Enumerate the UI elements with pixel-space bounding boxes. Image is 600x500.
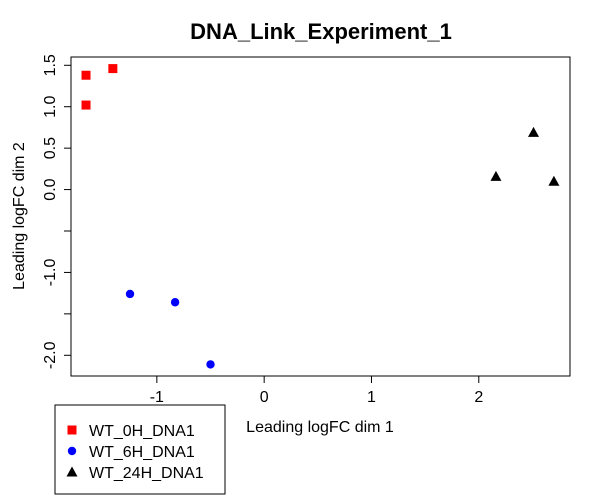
y-tick-label: -2.0 xyxy=(42,341,59,369)
legend-label: WT_0H_DNA1 xyxy=(89,423,195,440)
x-tick-label: 0 xyxy=(260,389,269,406)
legend: WT_0H_DNA1 WT_6H_DNA1 WT_24H_DNA1 xyxy=(54,404,226,495)
y-tick-label: 1.0 xyxy=(42,95,59,117)
chart-title: DNA_Link_Experiment_1 xyxy=(190,19,452,44)
y-axis-label: Leading logFC dim 2 xyxy=(11,142,28,290)
data-point-square xyxy=(81,100,91,110)
y-tick-label: 0.0 xyxy=(42,178,59,200)
data-point-triangle xyxy=(528,126,540,137)
y-tick-label: -1.0 xyxy=(42,259,59,287)
x-axis-label: Leading logFC dim 1 xyxy=(246,419,394,436)
legend-marker-square xyxy=(67,425,77,435)
data-point-square xyxy=(108,64,118,74)
plot-frame xyxy=(70,56,571,377)
data-point-circle xyxy=(125,289,135,299)
x-axis: -1 0 1 2 xyxy=(150,376,483,406)
data-point-triangle xyxy=(490,170,502,181)
x-tick-label: -1 xyxy=(150,389,164,406)
x-tick-label: 2 xyxy=(474,389,483,406)
data-point-square xyxy=(81,70,91,80)
data-point-circle xyxy=(170,298,180,307)
legend-label: WT_24H_DNA1 xyxy=(89,465,204,482)
legend-marker-circle xyxy=(67,446,77,456)
data-points xyxy=(81,64,560,369)
data-point-circle xyxy=(206,360,215,369)
y-axis: 1.5 1.0 0.5 0.0 -1.0 -2.0 xyxy=(42,54,71,369)
legend-marker-triangle xyxy=(66,466,78,477)
x-tick-label: 1 xyxy=(367,389,376,406)
legend-label: WT_6H_DNA1 xyxy=(89,444,195,461)
y-tick-label: 0.5 xyxy=(42,137,59,159)
y-tick-label: 1.5 xyxy=(42,54,59,76)
legend-box xyxy=(54,404,226,495)
data-point-triangle xyxy=(548,175,560,186)
